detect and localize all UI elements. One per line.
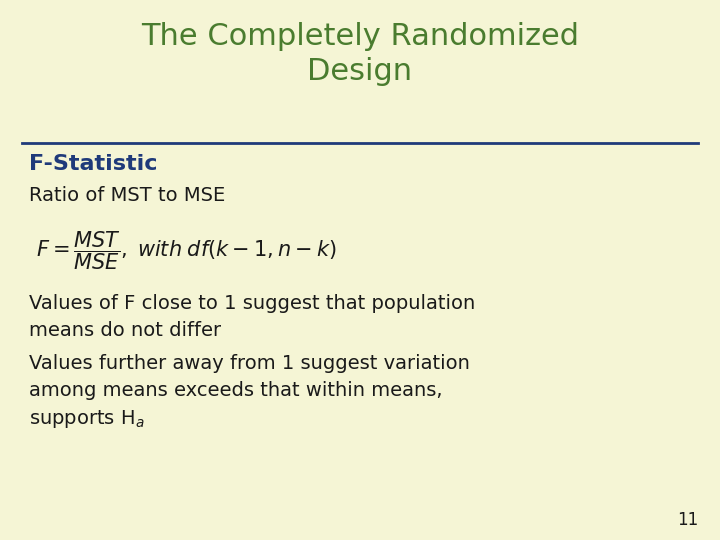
Text: Values further away from 1 suggest variation: Values further away from 1 suggest varia… [29,354,469,373]
Text: Values of F close to 1 suggest that population: Values of F close to 1 suggest that popu… [29,294,475,313]
Text: among means exceeds that within means,: among means exceeds that within means, [29,381,442,400]
Text: supports H$_a$: supports H$_a$ [29,408,144,430]
Text: F-Statistic: F-Statistic [29,154,157,174]
Text: The Completely Randomized
Design: The Completely Randomized Design [141,22,579,86]
Text: means do not differ: means do not differ [29,321,221,340]
Text: $F = \dfrac{MST}{MSE}, \; \mathit{with} \; \mathit{df}(k-1, n-k)$: $F = \dfrac{MST}{MSE}, \; \mathit{with} … [36,230,337,272]
Text: 11: 11 [677,511,698,529]
Text: Ratio of MST to MSE: Ratio of MST to MSE [29,186,225,205]
